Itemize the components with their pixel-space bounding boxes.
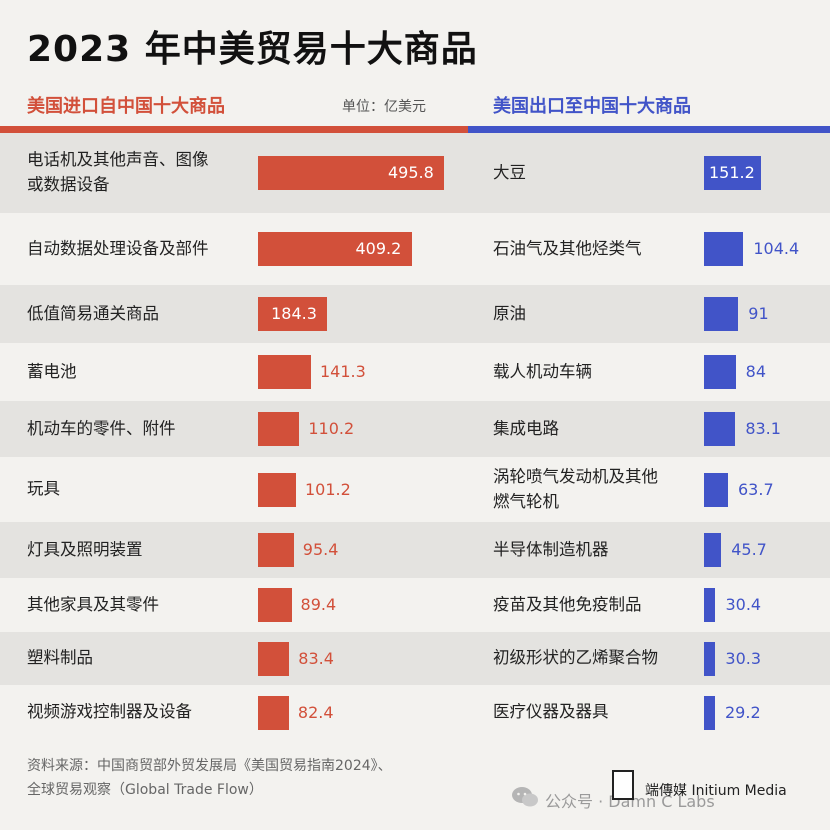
- import-category-line: 塑料制品: [27, 648, 93, 667]
- import-category-label: 电话机及其他声音、图像 或数据设备: [27, 147, 209, 197]
- unit-label: 单位：亿美元: [342, 99, 426, 115]
- import-bar: [258, 412, 300, 446]
- export-value-label: 29.2: [725, 702, 761, 722]
- import-value-label: 82.4: [297, 702, 334, 722]
- import-value-label: 101.2: [304, 479, 351, 499]
- import-category-line: 或数据设备: [27, 175, 110, 194]
- import-value-label: 95.4: [302, 540, 339, 559]
- page-title: 2023 年中美贸易十大商品: [27, 29, 478, 70]
- export-bar: [704, 156, 761, 190]
- import-value-label: 89.4: [300, 595, 337, 614]
- source-line-2: 全球贸易观察（Global Trade Flow）: [27, 782, 263, 798]
- import-category-line: 玩具: [27, 479, 60, 498]
- import-heading: 美国进口自中国十大商品: [27, 96, 225, 117]
- export-category-label: 疫苗及其他免疫制品: [493, 592, 642, 617]
- import-category-label: 塑料制品: [27, 645, 93, 670]
- export-bar: [704, 232, 744, 266]
- export-category-line: 疫苗及其他免疫制品: [493, 594, 642, 614]
- import-value-label: 83.4: [298, 648, 334, 668]
- export-category-label: 医疗仪器及器具: [493, 699, 609, 724]
- export-category-label: 初级形状的乙烯聚合物: [493, 645, 658, 670]
- export-value-label: 151.2: [709, 163, 755, 182]
- source-line-1: 资料来源：中国商贸部外贸发展局《美国贸易指南2024》、: [27, 758, 392, 774]
- import-value-label: 141.3: [320, 362, 366, 381]
- export-value-label: 45.7: [731, 540, 767, 559]
- export-category-label: 原油: [493, 301, 526, 326]
- import-category-line: 自动数据处理设备及部件: [27, 238, 209, 258]
- import-category-label: 机动车的零件、附件: [27, 416, 176, 441]
- import-category-line: 机动车的零件、附件: [27, 418, 176, 438]
- export-value-label: 104.4: [753, 239, 800, 258]
- import-category-line: 电话机及其他声音、图像: [27, 150, 209, 169]
- export-category-label: 半导体制造机器: [493, 537, 609, 562]
- import-category-label: 自动数据处理设备及部件: [27, 236, 209, 261]
- brand-name: 端傳媒 Initium Media: [645, 783, 787, 799]
- import-rule: [0, 126, 468, 133]
- export-value-label: 83.1: [745, 419, 781, 438]
- import-value-label: 495.8: [388, 163, 434, 182]
- export-bar: [704, 472, 728, 507]
- export-bar: [704, 297, 739, 331]
- import-category-line: 视频游戏控制器及设备: [27, 702, 192, 721]
- watermark: 公众号 · Damn C Labs: [545, 792, 715, 811]
- import-category-label: 其他家具及其零件: [27, 592, 159, 617]
- import-category-line: 灯具及照明装置: [27, 539, 143, 559]
- import-category-label: 灯具及照明装置: [27, 537, 143, 562]
- import-bar: [258, 533, 294, 567]
- export-category-line: 载人机动车辆: [493, 361, 592, 381]
- export-category-line: 涡轮喷气发动机及其他: [493, 466, 658, 486]
- export-category-label: 载人机动车辆: [493, 359, 592, 384]
- export-category-label: 集成电路: [493, 416, 559, 441]
- import-bar: [258, 156, 444, 190]
- import-bar: [258, 355, 311, 389]
- export-value-label: 91: [748, 304, 769, 323]
- export-heading: 美国出口至中国十大商品: [493, 96, 691, 117]
- export-rule: [468, 126, 830, 133]
- export-bar: [704, 355, 736, 389]
- import-bar: [258, 472, 296, 507]
- export-category-line: 医疗仪器及器具: [493, 702, 609, 721]
- export-category-label: 大豆: [493, 160, 526, 185]
- import-bar: [258, 695, 289, 730]
- export-bar: [704, 533, 722, 567]
- import-bar: [258, 641, 290, 676]
- export-bar: [704, 695, 715, 730]
- row-band: [0, 285, 830, 343]
- import-category-line: 低值简易通关商品: [27, 303, 159, 323]
- export-category-line: 初级形状的乙烯聚合物: [493, 648, 658, 667]
- import-category-line: 其他家具及其零件: [27, 594, 159, 614]
- export-value-label: 63.7: [738, 479, 774, 499]
- export-bar: [704, 412, 736, 446]
- row-band: [0, 522, 830, 578]
- export-bar: [704, 641, 716, 676]
- export-category-label: 石油气及其他烃类气: [493, 236, 642, 261]
- row-band: [0, 632, 830, 685]
- import-bar: [258, 232, 412, 266]
- import-value-label: 184.3: [271, 304, 317, 323]
- import-category-label: 低值简易通关商品: [27, 301, 159, 326]
- export-value-label: 30.4: [725, 595, 762, 614]
- export-category-line: 集成电路: [493, 418, 559, 438]
- export-category-line: 半导体制造机器: [493, 539, 609, 559]
- import-category-label: 玩具: [27, 476, 60, 501]
- import-category-label: 蓄电池: [27, 359, 77, 384]
- export-category-line: 燃气轮机: [493, 491, 559, 511]
- export-category-line: 大豆: [493, 162, 526, 182]
- import-bar: [258, 297, 328, 331]
- import-bar: [258, 588, 292, 622]
- brand-logo-icon: [612, 770, 634, 800]
- export-category-line: 石油气及其他烃类气: [493, 238, 642, 258]
- source-note: 资料来源：中国商贸部外贸发展局《美国贸易指南2024》、 全球贸易观察（Glob…: [27, 754, 392, 802]
- export-value-label: 84: [745, 362, 767, 381]
- import-value-label: 409.2: [355, 239, 402, 258]
- export-category-line: 原油: [493, 303, 526, 323]
- export-bar: [704, 588, 716, 622]
- row-band: [0, 401, 830, 457]
- export-category-label: 涡轮喷气发动机及其他 燃气轮机: [493, 464, 658, 514]
- import-category-label: 视频游戏控制器及设备: [27, 699, 192, 724]
- import-category-line: 蓄电池: [27, 361, 77, 381]
- wechat-icon: [512, 787, 538, 807]
- export-value-label: 30.3: [725, 648, 762, 668]
- import-value-label: 110.2: [308, 419, 355, 438]
